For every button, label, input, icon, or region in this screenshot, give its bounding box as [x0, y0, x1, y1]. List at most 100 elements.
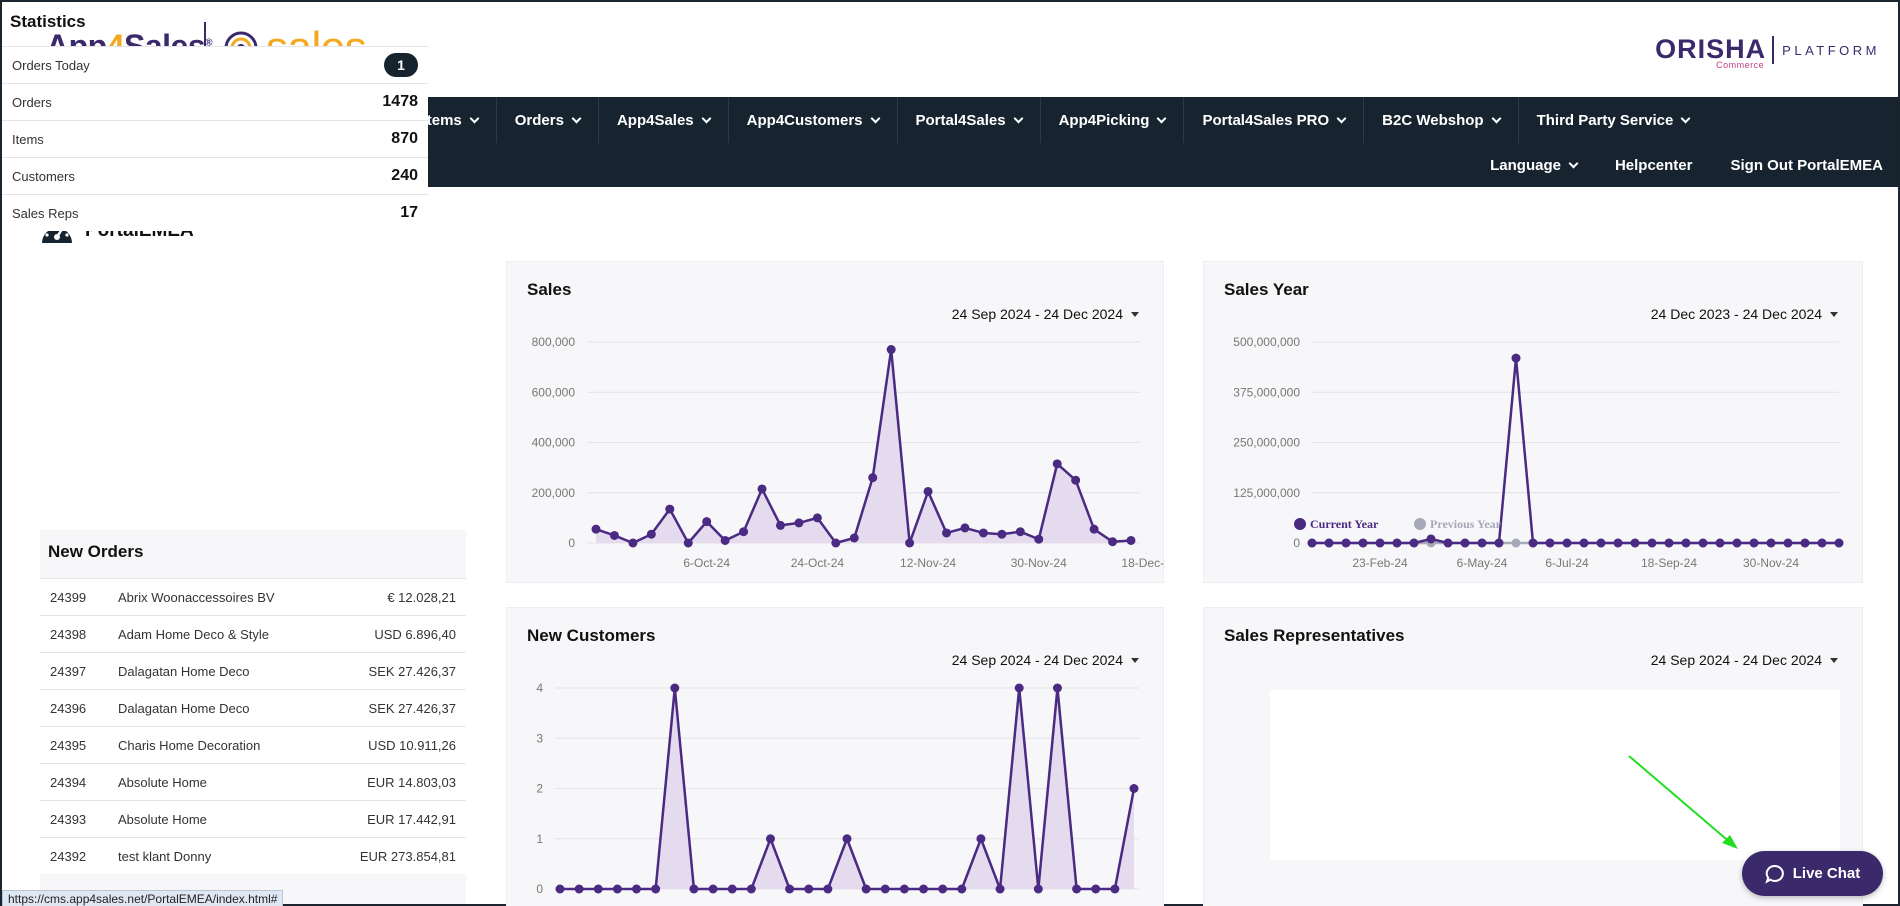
data-point	[1443, 538, 1453, 548]
caret-down-icon	[1131, 311, 1139, 317]
order-row[interactable]: 24393 Absolute Home EUR 17.442,91	[40, 800, 466, 837]
nav-signout[interactable]: Sign Out PortalEMEA	[1730, 156, 1883, 174]
data-point	[1409, 538, 1419, 548]
statistics-label: Sales Reps	[12, 205, 79, 221]
x-tick-label: 6-Jul-24	[1545, 556, 1589, 570]
order-row[interactable]: 24392 test klant Donny EUR 273.854,81	[40, 837, 466, 874]
data-point	[775, 520, 785, 530]
sales-chart-panel: Sales 24 Sep 2024 - 24 Dec 2024 0 200,000…	[506, 261, 1165, 583]
nav-item-app4customers[interactable]: App4Customers	[729, 97, 898, 143]
statistics-label: Orders	[12, 94, 52, 110]
nav-item-portal4sales[interactable]: Portal4Sales	[898, 97, 1041, 143]
sales-chart: 0 200,000 400,000 600,000 800,000 6-Oct-24 24-…	[532, 335, 1165, 570]
legend-label: Previous Year	[1430, 517, 1502, 531]
series-area	[560, 688, 1134, 889]
order-amount: USD 6.896,40	[374, 626, 456, 642]
data-point	[804, 884, 814, 894]
data-point	[1375, 538, 1385, 548]
sales-date-range[interactable]: 24 Sep 2024 - 24 Dec 2024	[952, 306, 1139, 322]
data-point	[899, 884, 909, 894]
data-point	[868, 473, 878, 483]
nav-language[interactable]: Language	[1471, 157, 1596, 174]
data-point	[1715, 538, 1725, 548]
y-tick-label: 2	[536, 782, 543, 796]
data-point	[689, 884, 699, 894]
y-tick-label: 0	[536, 882, 543, 896]
data-point	[646, 529, 656, 539]
sales-year-date-range[interactable]: 24 Dec 2023 - 24 Dec 2024	[1651, 306, 1838, 322]
data-point	[1630, 538, 1640, 548]
statistics-row: Sales Reps 17	[2, 194, 428, 231]
order-row[interactable]: 24399 Abrix Woonaccessoires BV € 12.028,21	[40, 578, 466, 615]
data-point	[905, 538, 915, 548]
data-point	[708, 884, 718, 894]
data-point	[632, 884, 642, 894]
data-point	[1015, 527, 1025, 537]
nav-helpcenter[interactable]: Helpcenter	[1614, 156, 1693, 174]
data-point	[665, 504, 675, 514]
order-customer: Dalagatan Home Deco	[118, 663, 250, 679]
data-point	[757, 484, 767, 494]
sales-representatives-panel: Sales Representatives 24 Sep 2024 - 24 D…	[1203, 607, 1863, 906]
data-point	[765, 834, 775, 844]
data-point	[812, 513, 822, 523]
order-customer: Adam Home Deco & Style	[118, 626, 270, 642]
order-row[interactable]: 24398 Adam Home Deco & Style USD 6.896,40	[40, 615, 466, 652]
data-point	[919, 884, 929, 894]
chevron-down-icon	[1491, 113, 1502, 123]
data-point	[1800, 538, 1810, 548]
x-tick-label: 30-Nov-24	[1011, 556, 1067, 570]
y-tick-label: 3	[536, 731, 543, 745]
nav-item-third-party-service[interactable]: Third Party Service	[1519, 97, 1708, 143]
data-point	[1817, 538, 1827, 548]
data-point	[1732, 538, 1742, 548]
legend-marker	[1414, 518, 1426, 530]
x-tick-label: 6-May-24	[1457, 556, 1508, 570]
new-orders-panel: New Orders 24399 Abrix Woonaccessoires BV…	[40, 530, 466, 904]
nav-item-b2c-webshop[interactable]: B2C Webshop	[1364, 97, 1519, 143]
statistics-value: 1478	[382, 93, 418, 110]
order-row[interactable]: 24394 Absolute Home EUR 14.803,03	[40, 763, 466, 800]
data-point	[683, 538, 693, 548]
new-orders-title: New Orders	[48, 542, 144, 561]
nav-item-app4picking[interactable]: App4Picking	[1041, 97, 1185, 143]
data-point	[1108, 537, 1118, 547]
series-area	[596, 349, 1131, 543]
data-point	[861, 884, 871, 894]
chat-bubble-icon	[1764, 864, 1784, 884]
new-customers-date-range[interactable]: 24 Sep 2024 - 24 Dec 2024	[952, 652, 1139, 668]
order-row[interactable]: 24397 Dalagatan Home Deco SEK 27.426,37	[40, 652, 466, 689]
legend-label: Current Year	[1310, 517, 1379, 531]
data-point	[1072, 884, 1082, 894]
data-point	[1052, 459, 1062, 469]
nav-item-portal4sales-pro[interactable]: Portal4Sales PRO	[1184, 97, 1365, 143]
data-point	[612, 884, 622, 894]
caret-down-icon	[1830, 657, 1838, 663]
data-point	[702, 517, 712, 527]
sales-representatives-date-range[interactable]: 24 Sep 2024 - 24 Dec 2024	[1651, 652, 1838, 668]
order-amount: SEK 27.426,37	[368, 700, 456, 716]
data-point	[1545, 538, 1555, 548]
order-customer: Abrix Woonaccessoires BV	[118, 589, 275, 605]
nav-item-orders[interactable]: Orders	[497, 97, 599, 143]
new-customers-chart-panel: New Customers 24 Sep 2024 - 24 Dec 2024 …	[506, 607, 1164, 906]
live-chat-button[interactable]: Live Chat	[1742, 851, 1883, 896]
nav-item-items[interactable]: Items	[405, 97, 497, 143]
caret-down-icon	[1131, 657, 1139, 663]
order-row[interactable]: 24396 Dalagatan Home Deco SEK 27.426,37	[40, 689, 466, 726]
x-tick-label: 23-Feb-24	[1352, 556, 1408, 570]
order-row[interactable]: 24395 Charis Home Decoration USD 10.911,26	[40, 726, 466, 763]
data-point	[1089, 524, 1099, 534]
nav-item-app4sales[interactable]: App4Sales	[599, 97, 729, 143]
chevron-down-icon	[571, 113, 582, 123]
y-tick-label: 375,000,000	[1233, 385, 1300, 399]
chevron-down-icon	[469, 113, 480, 123]
data-point	[1511, 353, 1521, 363]
data-point	[1426, 534, 1436, 544]
data-point	[593, 884, 603, 894]
sales-year-chart: 0 125,000,000 250,000,000 375,000,000 500,00…	[1233, 335, 1844, 570]
order-id: 24397	[50, 663, 87, 679]
data-point	[1511, 538, 1521, 548]
chevron-down-icon	[1680, 113, 1691, 123]
order-customer: Charis Home Decoration	[118, 737, 261, 753]
